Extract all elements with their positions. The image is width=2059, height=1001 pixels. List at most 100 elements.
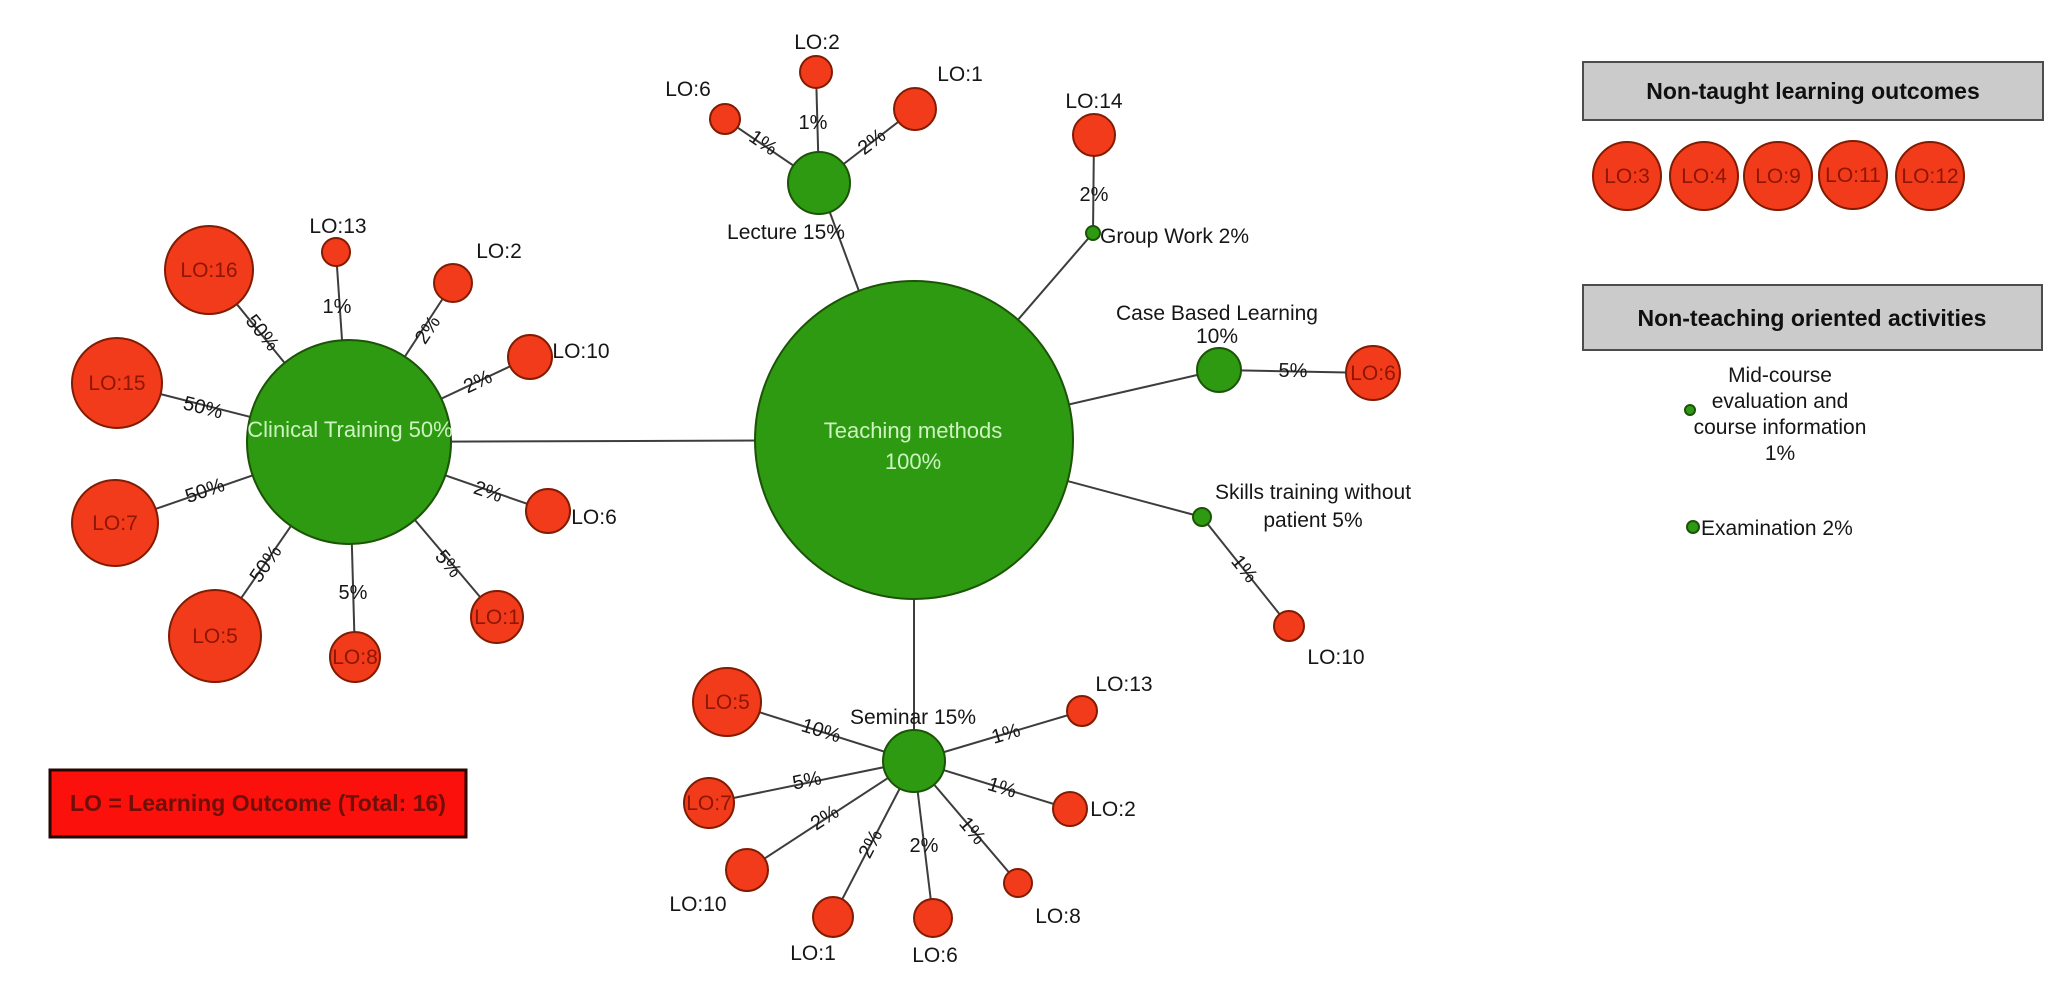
l1-node <box>893 87 937 131</box>
edge-clinical-c8-label: 5% <box>339 582 368 604</box>
c8-label: LO:8 <box>332 646 378 669</box>
c15-node <box>71 337 163 429</box>
g14-node <box>1072 113 1116 157</box>
m13-label: LO:13 <box>1095 673 1152 696</box>
non-teaching-header-box <box>1582 284 2043 351</box>
edge-seminar-m7 <box>708 760 915 804</box>
teaching-node <box>754 280 1074 600</box>
m13-node <box>1066 695 1098 727</box>
c13-node <box>321 237 351 267</box>
c2-label: LO:2 <box>476 240 522 263</box>
skills-node <box>1192 507 1212 527</box>
b6-label: LO:6 <box>1350 362 1396 385</box>
edge-skills-s10-label: 1% <box>1226 551 1261 587</box>
cbl-node <box>1196 347 1242 393</box>
nt11-label: LO:11 <box>1825 164 1881 187</box>
nt4-label: LO:4 <box>1681 165 1727 188</box>
l6-label: LO:6 <box>665 78 711 101</box>
midcourse-label: Mid-course <box>1728 364 1832 387</box>
edge-seminar-m5-label: 10% <box>799 714 844 747</box>
m1-label: LO:1 <box>790 942 836 965</box>
edge-clinical-c6-label: 2% <box>471 477 506 507</box>
c1-label: LO:1 <box>474 606 520 629</box>
edge-skills-s10 <box>1201 516 1290 627</box>
c2-node <box>433 263 473 303</box>
nt12-label: LO:12 <box>1901 165 1958 188</box>
skills-label: patient 5% <box>1263 509 1362 532</box>
c7-label: LO:7 <box>92 512 138 535</box>
exam-label: Examination 2% <box>1701 517 1853 540</box>
clinical-node <box>246 339 452 545</box>
l1-label: LO:1 <box>937 63 983 86</box>
edge-seminar-m2-label: 1% <box>985 773 1019 803</box>
edge-clinical-c7-label: 50% <box>182 474 227 508</box>
teaching-label: 100% <box>885 449 941 474</box>
c6-node <box>525 488 571 534</box>
edge-clinical-c1-label: 5% <box>430 546 466 582</box>
m7-label: LO:7 <box>686 792 732 815</box>
non-teaching-header-title: Non-teaching oriented activities <box>1638 305 1987 331</box>
c5-label: LO:5 <box>192 625 238 648</box>
m6-label: LO:6 <box>912 944 958 967</box>
midcourse-label: evaluation and <box>1712 390 1849 413</box>
m1-node <box>812 896 854 938</box>
nt9-node <box>1743 141 1813 211</box>
edge-seminar-m10-label: 2% <box>807 801 843 835</box>
c1-node <box>470 590 524 644</box>
nt9-label: LO:9 <box>1755 165 1801 188</box>
midcourse-label: 1% <box>1765 442 1795 465</box>
b6-node <box>1345 345 1401 401</box>
midcourse-label: course information <box>1694 416 1867 439</box>
edge-clinical-c15-label: 50% <box>181 392 225 423</box>
edge-seminar-m6-label: 2% <box>910 835 939 857</box>
seminar-label: Seminar 15% <box>850 706 976 729</box>
skills-label: Skills training without <box>1215 481 1411 504</box>
g14-label: LO:14 <box>1065 90 1123 113</box>
groupwork-node <box>1085 225 1101 241</box>
c5-node <box>168 589 262 683</box>
nt11-node <box>1818 140 1888 210</box>
m7-node <box>683 777 735 829</box>
c8-node <box>329 631 381 683</box>
groupwork-label: Group Work 2% <box>1100 225 1249 248</box>
m6-node <box>913 898 953 938</box>
clinical-label: Clinical Training 50% <box>247 417 452 442</box>
edge-groupwork-g14-label: 2% <box>1080 184 1109 206</box>
s10-label: LO:10 <box>1307 646 1364 669</box>
m2-label: LO:2 <box>1090 798 1136 821</box>
edge-seminar-m10 <box>746 760 915 871</box>
cbl-label: Case Based Learning <box>1116 302 1318 325</box>
l6-node <box>709 103 741 135</box>
c7-node <box>71 479 159 567</box>
lecture-node <box>787 151 851 215</box>
edge-seminar-m1-label: 2% <box>855 826 888 862</box>
edge-clinical-c13-label: 1% <box>323 296 352 318</box>
nt3-label: LO:3 <box>1604 165 1650 188</box>
c10-label: LO:10 <box>552 340 609 363</box>
c10-node <box>507 334 553 380</box>
edge-clinical-c10-label: 2% <box>460 366 496 398</box>
l2-node <box>799 55 833 89</box>
m5-label: LO:5 <box>704 691 750 714</box>
m5-node <box>692 667 762 737</box>
c15-label: LO:15 <box>88 372 145 395</box>
s10-node <box>1273 610 1305 642</box>
cbl-label: 10% <box>1196 325 1238 348</box>
lo-note-box <box>48 768 468 839</box>
m10-label: LO:10 <box>669 893 726 916</box>
edge-seminar-m13-label: 1% <box>989 719 1023 748</box>
teaching-label: Teaching methods <box>824 418 1003 443</box>
midcourse-node <box>1684 404 1696 416</box>
c16-label: LO:16 <box>180 259 237 282</box>
edge-seminar-m7-label: 5% <box>791 767 824 794</box>
exam-node <box>1686 520 1700 534</box>
edge-lecture-l1-label: 2% <box>854 124 890 159</box>
m8-node <box>1003 868 1033 898</box>
c13-label: LO:13 <box>309 215 366 238</box>
edge-lecture-l2-label: 1% <box>799 112 828 134</box>
lo-note-title: LO = Learning Outcome (Total: 16) <box>70 790 446 816</box>
edge-cbl-b6-label: 5% <box>1278 360 1308 383</box>
nt3-node <box>1592 141 1662 211</box>
